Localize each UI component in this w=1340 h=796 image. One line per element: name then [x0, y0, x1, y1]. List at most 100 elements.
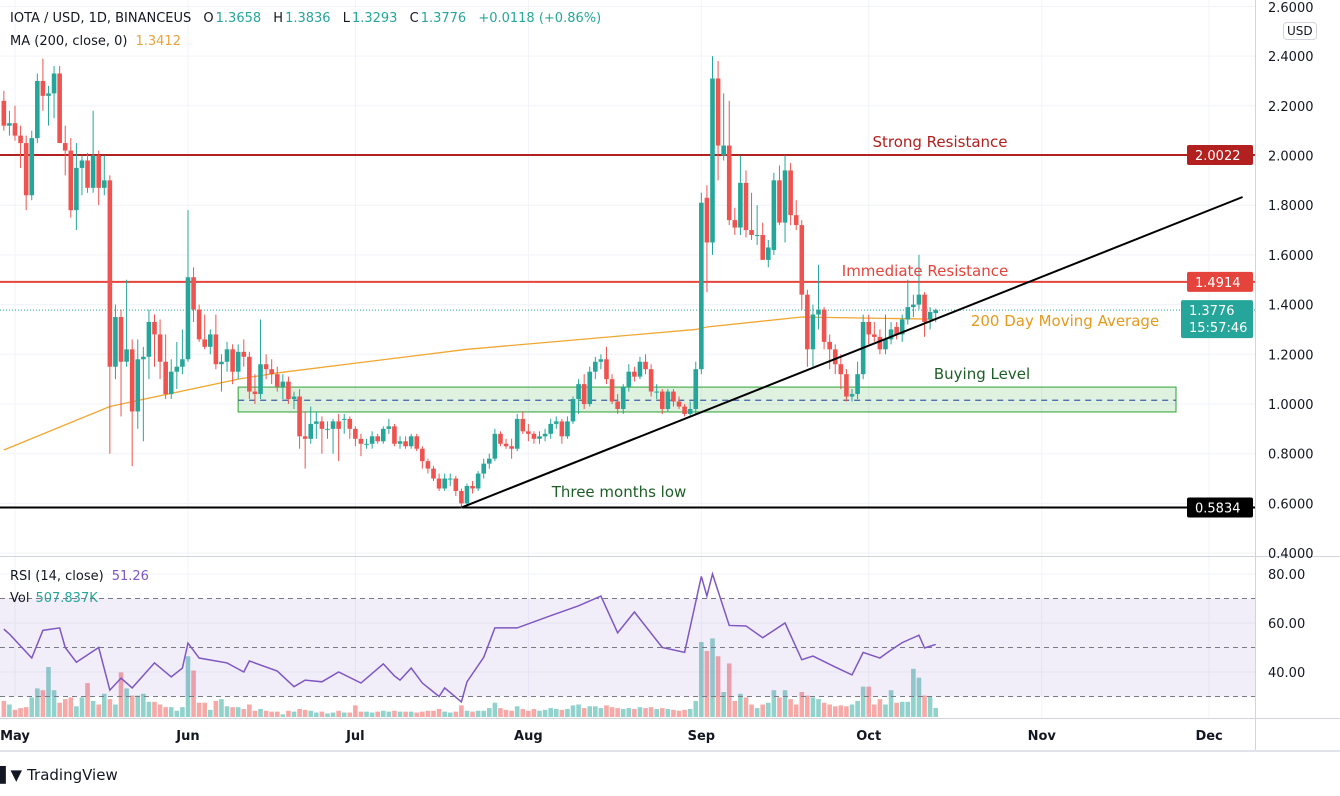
- candle: [46, 85, 51, 126]
- candle-body: [587, 371, 593, 404]
- candle: [168, 359, 174, 400]
- volume-bar: [330, 712, 336, 717]
- candle: [643, 354, 648, 375]
- candle-body: [152, 321, 157, 335]
- trendline-line[interactable]: [461, 196, 1243, 509]
- candle-body: [676, 401, 682, 407]
- volume-bar: [397, 711, 403, 717]
- candle-body: [849, 394, 855, 397]
- footer-brand[interactable]: ▌▼ TradingView: [0, 764, 118, 786]
- volume-bar: [51, 690, 57, 717]
- candle: [816, 264, 821, 330]
- candle-body: [241, 351, 247, 357]
- candle-body: [46, 93, 51, 96]
- volume-legend[interactable]: Vol 507.837K: [10, 591, 98, 606]
- candle-body: [459, 490, 464, 504]
- volume-bar: [353, 705, 358, 717]
- candle-body: [754, 235, 760, 237]
- volume-bar: [643, 708, 648, 717]
- candle-body: [704, 197, 710, 243]
- price-badges[interactable]: 2.0022 1.4914 1.3776 15:57:46 0.5834: [1181, 144, 1253, 518]
- volume-bar: [827, 704, 832, 717]
- volume-bar: [258, 708, 263, 717]
- candle: [392, 423, 397, 447]
- candle-body: [916, 294, 922, 305]
- volume-bar: [235, 707, 241, 717]
- candle: [553, 416, 559, 429]
- candle: [235, 344, 241, 380]
- price-axis-bg: [1255, 0, 1340, 750]
- rsi-label: RSI (14, close): [10, 569, 104, 584]
- candle: [927, 307, 933, 330]
- volume-bar: [392, 710, 397, 717]
- volume-bar: [152, 701, 157, 717]
- buying-zone: [237, 386, 1177, 413]
- candle-body: [297, 396, 302, 437]
- currency-badge[interactable]: USD: [1283, 22, 1317, 40]
- candle-body: [330, 421, 336, 429]
- volume-bar: [213, 700, 219, 717]
- volume-bar: [637, 707, 643, 717]
- rsi-legend[interactable]: RSI (14, close) 51.26: [10, 569, 149, 584]
- ma-legend[interactable]: MA (200, close, 0) 1.3412: [10, 34, 181, 49]
- volume-bar: [816, 699, 821, 717]
- candle-body: [470, 486, 475, 489]
- candle-body: [620, 386, 626, 409]
- candle: [386, 418, 392, 434]
- candle: [7, 110, 12, 136]
- candle: [213, 314, 219, 370]
- axes[interactable]: 2.6000 2.4000 2.2000 2.0000 1.8000 1.6000 1.40…: [0, 0, 1340, 752]
- candle-body: [1, 100, 7, 126]
- candle: [353, 426, 358, 447]
- price-badge-immediate-resistance[interactable]: 1.4914: [1187, 271, 1253, 292]
- volume-bar: [185, 656, 191, 717]
- volume-bar: [380, 710, 386, 717]
- candle-body: [118, 317, 124, 362]
- label-three-months-low: Three months low: [551, 483, 687, 501]
- volume-bar: [219, 699, 224, 717]
- candles: [1, 56, 938, 509]
- volume-bar: [96, 704, 101, 717]
- candle-body: [883, 339, 888, 350]
- price-badge-last[interactable]: 1.3776 15:57:46: [1181, 300, 1253, 339]
- candle: [916, 254, 922, 310]
- open-label: O: [203, 11, 214, 26]
- symbol-title[interactable]: IOTA / USD, 1D, BINANCEUS: [10, 11, 192, 26]
- volume-bar: [447, 712, 453, 717]
- candle: [866, 314, 872, 345]
- candle-body: [637, 361, 643, 377]
- price-badge-strong-resistance[interactable]: 2.0022: [1187, 144, 1253, 165]
- candle-body: [609, 379, 615, 402]
- candle: [180, 329, 185, 375]
- candle: [570, 396, 576, 424]
- candle-body: [375, 436, 380, 442]
- candle-body: [258, 364, 263, 395]
- time-axis-tick: Aug: [514, 729, 543, 744]
- candle-body: [821, 309, 827, 342]
- candle-body: [420, 448, 425, 462]
- candle: [113, 304, 118, 380]
- volume-bar: [196, 702, 202, 717]
- candle: [576, 379, 581, 414]
- label-buying-level: Buying Level: [934, 365, 1030, 383]
- volume-bar: [408, 711, 414, 717]
- candle: [883, 314, 888, 355]
- candle-body: [927, 312, 933, 320]
- candle-body: [782, 170, 788, 223]
- candle-body: [805, 294, 810, 350]
- price-badge-support[interactable]: 0.5834: [1187, 497, 1253, 518]
- volume-bar: [866, 686, 872, 717]
- volume-bar: [487, 708, 492, 717]
- volume-bar: [174, 710, 180, 717]
- candle: [174, 341, 180, 390]
- buying-zone-box[interactable]: [237, 386, 1177, 413]
- volume-bar: [1, 700, 7, 717]
- volume-bar: [888, 690, 894, 717]
- volume-bar: [492, 702, 498, 717]
- volume-bar: [358, 711, 364, 717]
- volume-bar: [23, 707, 29, 717]
- candle-body: [79, 160, 85, 168]
- trendline[interactable]: [461, 196, 1243, 509]
- volume-bar: [777, 697, 782, 717]
